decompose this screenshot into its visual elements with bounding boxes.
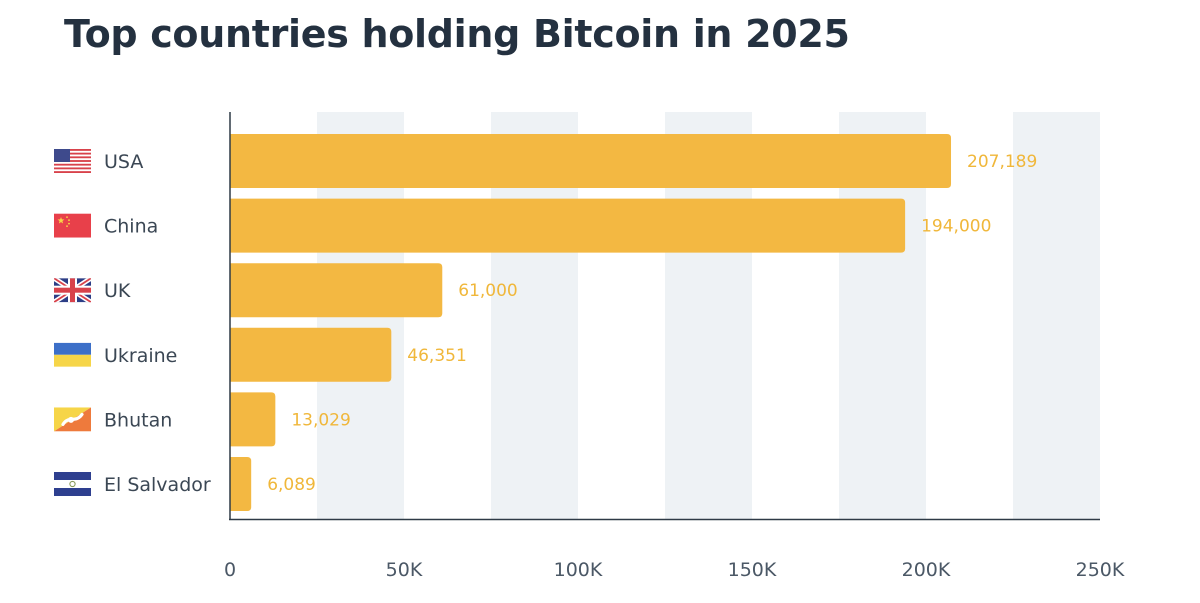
value-label: 207,189 xyxy=(967,152,1037,172)
x-tick-label: 200K xyxy=(902,559,951,581)
bhutan-flag-icon xyxy=(54,407,91,432)
bars-group xyxy=(230,134,952,511)
chart-title: Top countries holding Bitcoin in 2025 xyxy=(64,12,850,56)
bar-bhutan xyxy=(230,392,276,447)
category-label: UK xyxy=(104,280,131,302)
x-tick-label: 250K xyxy=(1076,559,1125,581)
bar-china xyxy=(230,198,906,253)
category-label: China xyxy=(104,216,158,238)
ukraine-flag-icon xyxy=(54,342,91,367)
category-label: Bhutan xyxy=(104,409,172,431)
value-label: 13,029 xyxy=(291,410,350,430)
uk-flag-icon xyxy=(54,278,91,303)
bar-usa xyxy=(230,134,952,188)
category-label: USA xyxy=(104,151,143,173)
usa-flag-icon xyxy=(54,149,91,173)
value-label: 194,000 xyxy=(921,217,991,237)
x-tick-label: 100K xyxy=(554,559,603,581)
value-label: 46,351 xyxy=(407,346,466,366)
china-flag-icon xyxy=(54,213,91,238)
category-labels-group: USA China UK Ukraine Bhutan El Salvador xyxy=(104,151,211,496)
value-labels-group: 207,189 194,000 61,000 46,351 13,029 6,089 xyxy=(267,152,1037,495)
value-label: 6,089 xyxy=(267,475,316,495)
x-tick-labels-group: 0 50K 100K 150K 200K 250K xyxy=(224,559,1125,581)
category-label: El Salvador xyxy=(104,474,211,496)
bar-ukraine xyxy=(230,327,392,382)
axes-group xyxy=(229,112,1100,521)
bar-el-salvador xyxy=(230,457,252,511)
x-tick-label: 0 xyxy=(224,559,236,581)
x-tick-label: 150K xyxy=(728,559,777,581)
value-label: 61,000 xyxy=(458,281,517,301)
flags-group xyxy=(54,149,91,496)
bar-uk xyxy=(230,263,443,318)
category-label: Ukraine xyxy=(104,345,177,367)
el-salvador-flag-icon xyxy=(54,472,91,496)
grid-band xyxy=(1013,112,1100,519)
x-tick-label: 50K xyxy=(386,559,423,581)
